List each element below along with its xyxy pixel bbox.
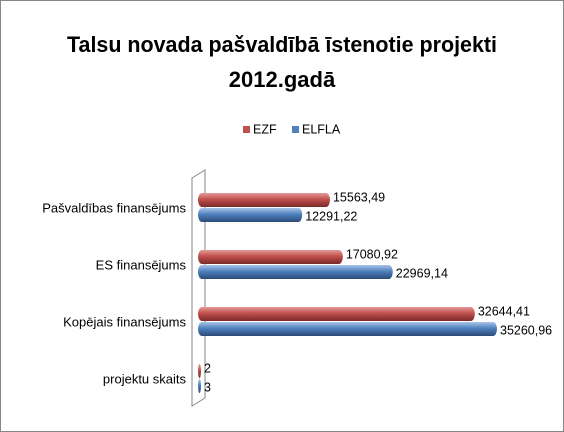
data-label: 35260,96 — [500, 323, 552, 337]
bar — [198, 364, 201, 378]
bar — [198, 322, 497, 336]
y-tick-label: Pašvaldības finansējums — [42, 200, 186, 215]
legend-label: EZF — [253, 122, 277, 136]
legend-label: ELFLA — [302, 122, 341, 136]
bar — [198, 307, 475, 321]
data-label: 15563,49 — [333, 190, 385, 204]
data-label: 17080,92 — [346, 247, 398, 261]
data-label: 32644,41 — [478, 304, 530, 318]
data-label: 22969,14 — [396, 266, 448, 280]
bar — [198, 265, 393, 279]
legend-swatch — [243, 126, 250, 133]
bar — [198, 379, 201, 393]
axis-wall — [191, 169, 206, 407]
data-label: 12291,22 — [305, 209, 357, 223]
data-label: 2 — [204, 361, 211, 375]
data-label: 3 — [204, 380, 211, 394]
y-tick-label: Kopējais finansējums — [63, 314, 186, 329]
bar — [198, 193, 330, 207]
bar — [198, 208, 303, 222]
y-tick-label: ES finansējums — [96, 257, 187, 272]
chart-title: Talsu novada pašvaldībā īstenotie projek… — [67, 32, 497, 57]
bar — [198, 250, 343, 264]
y-tick-label: projektu skaits — [103, 371, 187, 386]
legend-swatch — [292, 126, 299, 133]
chart-title: 2012.gadā — [229, 67, 336, 92]
